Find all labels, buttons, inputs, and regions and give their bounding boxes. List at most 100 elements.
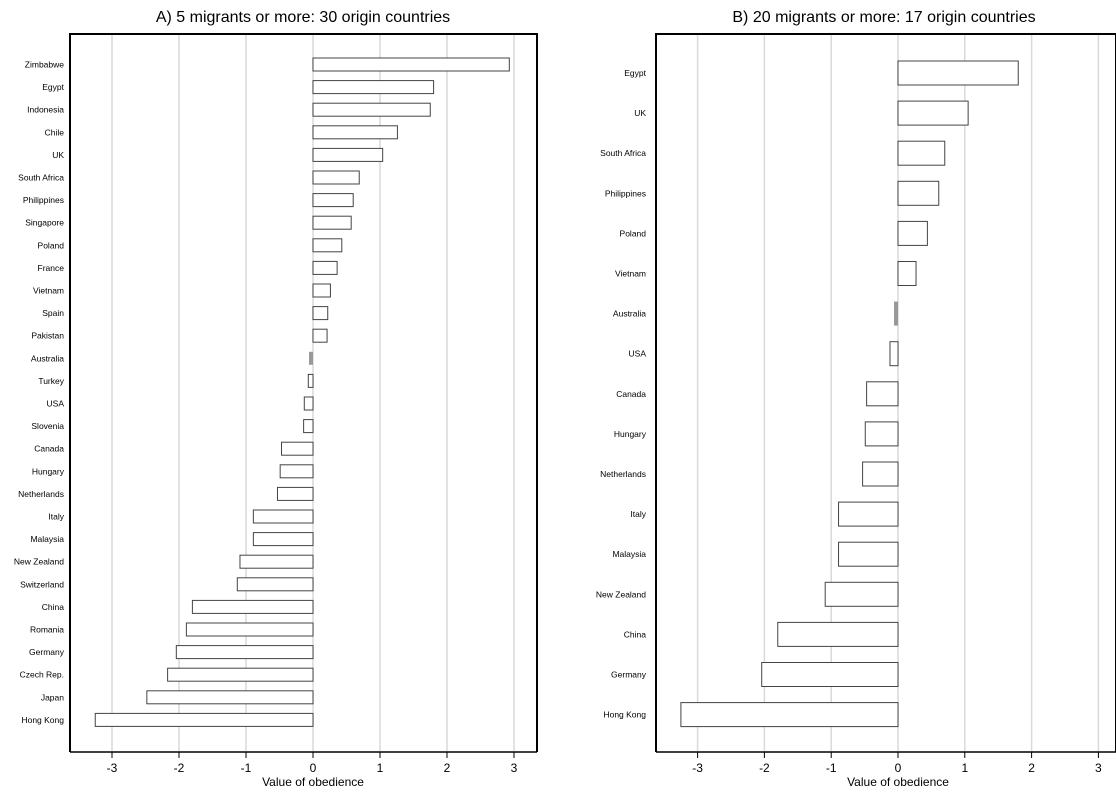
bar-france bbox=[312, 260, 338, 275]
y-tick-label: Malaysia bbox=[30, 534, 64, 544]
bar-germany bbox=[175, 645, 314, 660]
panel-title: B) 20 migrants or more: 17 origin countr… bbox=[732, 9, 1035, 26]
bar-canada bbox=[281, 441, 314, 456]
y-tick-label: France bbox=[38, 263, 65, 273]
x-tick-label: 2 bbox=[444, 761, 451, 775]
bar-new-zealand bbox=[824, 581, 899, 607]
x-tick-label: -1 bbox=[241, 761, 252, 775]
axes-frame bbox=[655, 33, 1116, 752]
y-tick-label: USA bbox=[629, 349, 647, 359]
y-tick-label: Poland bbox=[38, 240, 65, 250]
panel-title: A) 5 migrants or more: 30 origin countri… bbox=[156, 9, 450, 26]
y-tick-label: Poland bbox=[620, 228, 647, 238]
bar-egypt bbox=[312, 80, 435, 95]
bar-pakistan bbox=[312, 328, 328, 343]
y-tick-label: Egypt bbox=[624, 68, 646, 78]
y-tick-label: Indonesia bbox=[27, 105, 64, 115]
y-tick-label: South Africa bbox=[600, 148, 646, 158]
y-tick-label: Singapore bbox=[25, 218, 64, 228]
bar-philippines bbox=[897, 180, 940, 206]
y-tick-label: Egypt bbox=[42, 82, 64, 92]
y-tick-label: Canada bbox=[616, 389, 646, 399]
x-tick-label: -3 bbox=[107, 761, 118, 775]
bar-switzerland bbox=[236, 577, 314, 592]
x-tick-label: 1 bbox=[961, 761, 968, 775]
x-tick-label: 1 bbox=[377, 761, 384, 775]
bar-australia bbox=[894, 301, 898, 326]
y-tick-label: China bbox=[42, 602, 64, 612]
y-tick-label: Romania bbox=[30, 625, 64, 635]
panel-a: Zimbabwe Egypt Indonesia Chile UK South Afric… bbox=[14, 9, 538, 789]
bar-zimbabwe bbox=[312, 57, 510, 72]
bar-canada bbox=[866, 381, 899, 407]
x-axis-title: Value of obedience bbox=[262, 775, 364, 789]
bar-south-africa bbox=[312, 170, 360, 185]
y-tick-label: South Africa bbox=[18, 173, 64, 183]
bar-spain bbox=[312, 306, 329, 321]
y-tick-label: Canada bbox=[34, 444, 64, 454]
bar-indonesia bbox=[312, 102, 431, 117]
y-tick-label: Hong Kong bbox=[603, 710, 646, 720]
bar-japan bbox=[146, 690, 314, 705]
x-tick-label: 0 bbox=[310, 761, 317, 775]
bar-malaysia bbox=[838, 541, 899, 567]
y-tick-label: Philippines bbox=[605, 188, 646, 198]
bar-italy bbox=[252, 509, 314, 524]
x-tick-label: 3 bbox=[1095, 761, 1102, 775]
bar-turkey bbox=[307, 373, 314, 388]
y-tick-label: USA bbox=[47, 399, 65, 409]
bar-singapore bbox=[312, 215, 352, 230]
y-tick-label: Germany bbox=[611, 670, 647, 680]
y-tick-label: Spain bbox=[42, 308, 64, 318]
bar-australia bbox=[309, 351, 313, 365]
bar-hungary bbox=[864, 421, 899, 447]
y-tick-label: Italy bbox=[48, 512, 64, 522]
y-tick-label: Chile bbox=[45, 127, 65, 137]
bar-uk bbox=[897, 100, 969, 126]
x-tick-label: 0 bbox=[895, 761, 902, 775]
x-tick-label: -1 bbox=[826, 761, 837, 775]
bar-poland bbox=[897, 220, 928, 246]
bar-usa bbox=[889, 341, 899, 367]
y-tick-label: New Zealand bbox=[14, 557, 64, 567]
x-tick-label: 3 bbox=[511, 761, 518, 775]
bar-romania bbox=[185, 622, 314, 637]
bar-hong-kong bbox=[94, 712, 314, 727]
bar-new-zealand bbox=[239, 554, 314, 569]
y-tick-label: Germany bbox=[29, 647, 65, 657]
x-tick-label: -2 bbox=[759, 761, 770, 775]
bar-philippines bbox=[312, 193, 354, 208]
bar-usa bbox=[303, 396, 314, 411]
bar-germany bbox=[761, 662, 899, 687]
y-tick-label: Hong Kong bbox=[21, 715, 64, 725]
y-tick-label: Vietnam bbox=[33, 286, 64, 296]
y-tick-label: Pakistan bbox=[31, 331, 64, 341]
y-tick-label: Japan bbox=[41, 692, 64, 702]
y-tick-label: Switzerland bbox=[20, 579, 64, 589]
y-tick-label: Italy bbox=[630, 509, 646, 519]
bar-italy bbox=[838, 501, 899, 527]
y-tick-label: Czech Rep. bbox=[20, 670, 64, 680]
y-tick-label: Zimbabwe bbox=[25, 60, 64, 70]
panel-b: Egypt UK South Africa Philippines Poland Viet… bbox=[596, 9, 1116, 789]
bar-china bbox=[191, 599, 314, 614]
y-tick-label: Australia bbox=[31, 353, 64, 363]
y-tick-label: New Zealand bbox=[596, 589, 646, 599]
axes-frame bbox=[69, 33, 538, 752]
bar-china bbox=[777, 621, 899, 647]
y-tick-label: Vietnam bbox=[615, 269, 646, 279]
y-tick-label: Malaysia bbox=[612, 549, 646, 559]
bar-slovenia bbox=[303, 419, 314, 434]
bar-vietnam bbox=[897, 261, 917, 286]
y-tick-label: UK bbox=[634, 108, 646, 118]
bar-chile bbox=[312, 125, 398, 140]
bar-czech-rep bbox=[167, 667, 314, 682]
y-tick-label: China bbox=[624, 629, 646, 639]
x-tick-label: -2 bbox=[174, 761, 185, 775]
bar-south-africa bbox=[897, 140, 946, 166]
y-tick-label: Hungary bbox=[614, 429, 647, 439]
bar-egypt bbox=[897, 60, 1019, 86]
bar-vietnam bbox=[312, 283, 331, 298]
bar-malaysia bbox=[252, 532, 314, 547]
